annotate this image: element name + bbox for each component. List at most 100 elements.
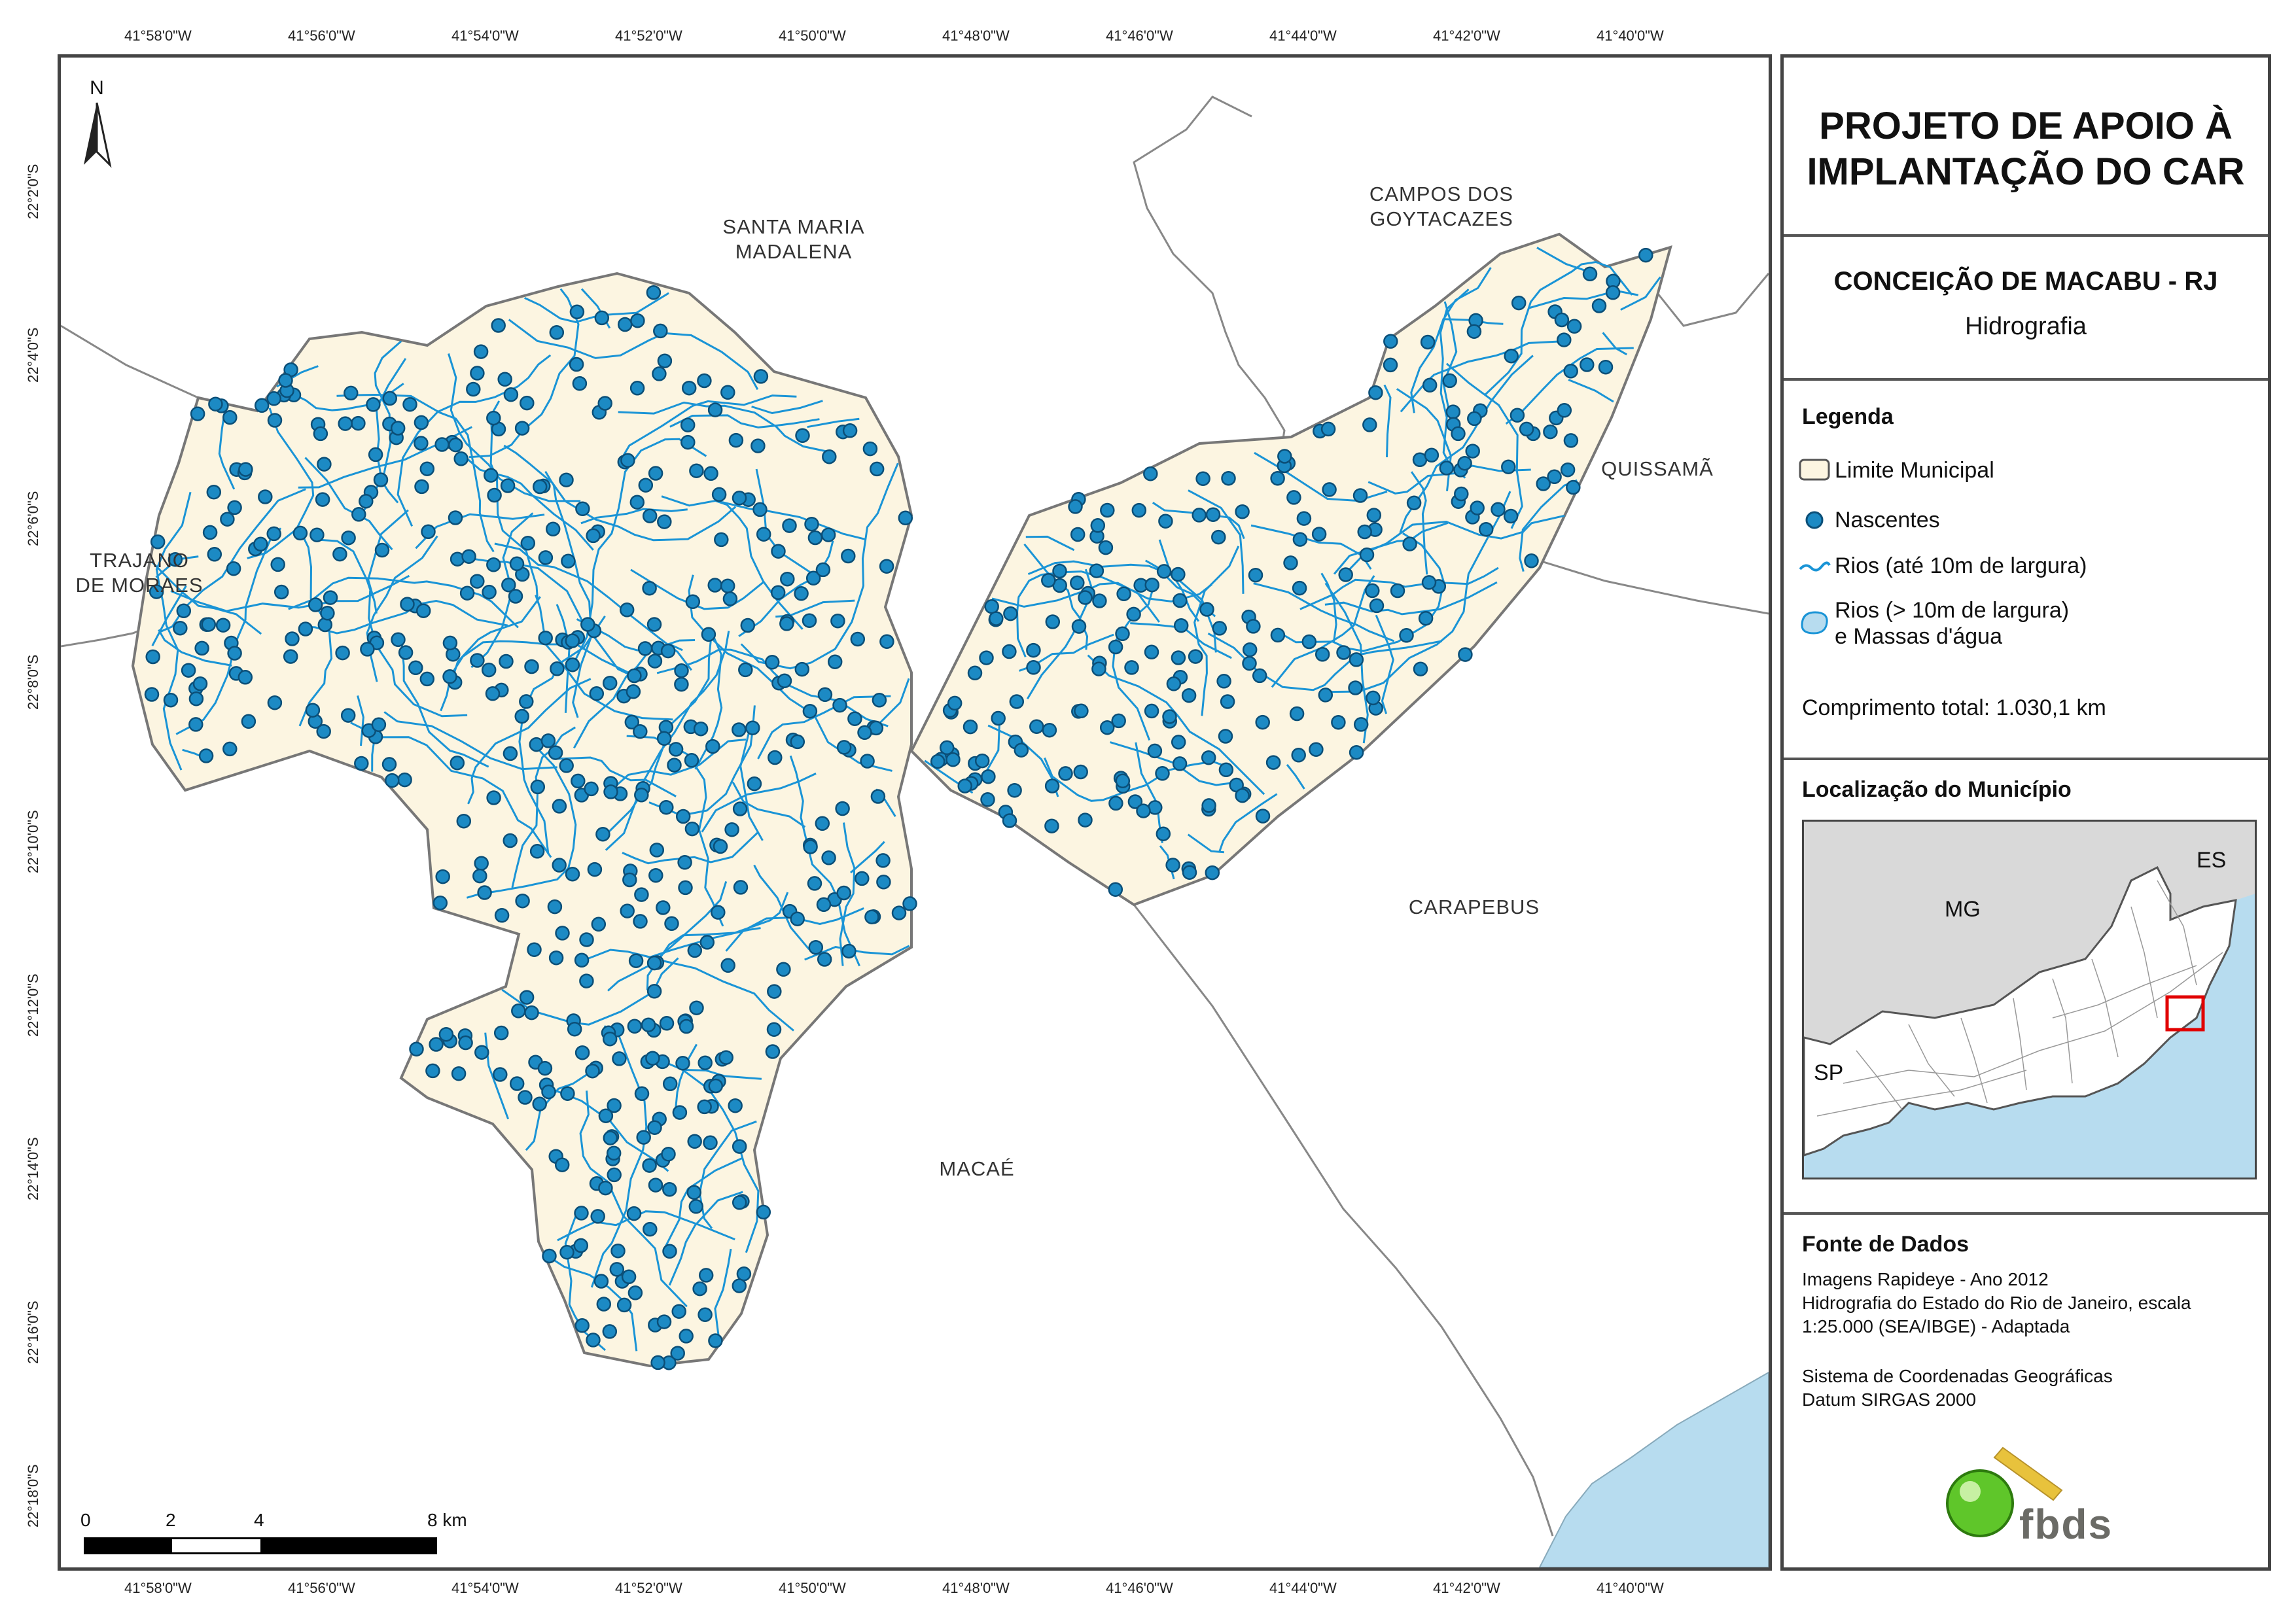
- river-segment: [674, 1043, 698, 1115]
- spring-point: [687, 1134, 702, 1149]
- map-canvas[interactable]: [61, 58, 1769, 1567]
- spring-point: [1003, 606, 1018, 621]
- spring-point: [548, 950, 564, 966]
- spring-point: [657, 514, 672, 529]
- sources-heading: Fonte de Dados: [1802, 1232, 1969, 1257]
- spring-point: [595, 826, 610, 842]
- spring-point: [674, 676, 689, 692]
- spring-point: [1638, 247, 1653, 263]
- spring-point: [598, 1180, 613, 1196]
- spring-point: [703, 1135, 718, 1151]
- spring-point: [227, 500, 242, 515]
- spring-point: [698, 1307, 713, 1322]
- longitude-tick-label: 41°46'0"W: [1106, 1580, 1173, 1596]
- spring-point: [939, 740, 955, 756]
- spring-point: [728, 1098, 743, 1113]
- spring-point: [664, 916, 679, 932]
- spring-point: [603, 784, 618, 799]
- river-segment: [1271, 575, 1375, 688]
- river-segment: [1158, 539, 1200, 622]
- spring-point: [687, 943, 703, 958]
- spring-point: [565, 657, 580, 672]
- spring-point: [817, 952, 832, 967]
- spring-point: [947, 695, 963, 711]
- spring-point: [511, 1003, 526, 1019]
- north-label: N: [90, 77, 104, 99]
- spring-point: [305, 703, 321, 718]
- spring-point: [807, 530, 823, 546]
- map-frame: SANTA MARIA MADALENA CAMPOS DOS GOYTACAZES…: [58, 54, 1772, 1571]
- spring-point: [351, 507, 366, 522]
- spring-point: [1465, 444, 1480, 459]
- spring-point: [1457, 455, 1472, 471]
- spring-point: [381, 757, 397, 772]
- spring-point: [1359, 547, 1375, 563]
- spring-point: [574, 952, 590, 968]
- spring-point: [374, 542, 390, 558]
- spring-point: [541, 1084, 556, 1100]
- spring-point: [414, 479, 429, 495]
- spring-point: [1068, 499, 1083, 514]
- spring-point: [530, 779, 546, 795]
- river-segment: [158, 488, 306, 633]
- spring-point: [1478, 521, 1494, 537]
- north-arrow: N: [74, 77, 120, 175]
- spring-point: [660, 643, 676, 659]
- spring-point: [740, 618, 756, 633]
- spring-point: [607, 1098, 622, 1113]
- spring-point: [572, 375, 588, 391]
- spring-point: [685, 594, 701, 610]
- river-segment: [298, 532, 333, 727]
- spring-point: [1390, 583, 1405, 599]
- river-segment: [570, 438, 707, 669]
- spring-point: [841, 943, 857, 959]
- spring-point: [609, 1262, 625, 1277]
- spring-point: [686, 1185, 702, 1200]
- spring-point: [790, 911, 805, 926]
- spring-point: [567, 1021, 582, 1037]
- spring-point: [494, 908, 510, 923]
- spring-point: [637, 641, 653, 656]
- spring-point: [198, 748, 214, 763]
- river-segment: [1324, 581, 1498, 616]
- latitude-tick-label: 22°2'0"S: [25, 164, 41, 219]
- spring-point: [309, 527, 325, 542]
- spring-point: [1147, 743, 1163, 759]
- spring-point: [718, 1050, 733, 1065]
- sources-line: Hidrografia do Estado do Rio de Janeiro,…: [1802, 1293, 2191, 1313]
- spring-point: [569, 357, 584, 372]
- spring-point: [292, 525, 308, 541]
- label-trajano-de-moraes: TRAJANO DE MORAES: [75, 549, 203, 597]
- spring-point: [657, 353, 673, 368]
- river-segment: [739, 729, 764, 841]
- spring-point: [1192, 508, 1207, 523]
- spring-point: [1451, 426, 1466, 442]
- spring-point: [537, 1060, 553, 1076]
- separator: [1784, 758, 2268, 760]
- spring-point: [538, 630, 553, 646]
- spring-point: [703, 466, 718, 481]
- spring-point: [980, 792, 995, 807]
- spring-point: [1242, 655, 1257, 671]
- separator: [1784, 234, 2268, 237]
- spring-point: [1605, 285, 1621, 300]
- spring-point: [830, 613, 845, 629]
- spring-point: [689, 463, 704, 478]
- spring-point: [481, 662, 497, 678]
- latitude-tick-label: 22°4'0"S: [25, 327, 41, 383]
- spring-point: [641, 1017, 656, 1032]
- spring-point: [675, 1056, 690, 1071]
- spring-point: [552, 799, 567, 814]
- spring-point: [163, 692, 179, 708]
- spring-point: [442, 635, 458, 651]
- spring-point: [1466, 324, 1482, 339]
- spring-point: [486, 790, 501, 805]
- spring-point: [764, 655, 780, 670]
- spring-point: [705, 739, 720, 754]
- spring-point: [1058, 766, 1073, 781]
- spring-point: [574, 1206, 589, 1221]
- spring-point: [554, 1157, 570, 1172]
- spring-point: [981, 769, 996, 784]
- spring-point: [278, 373, 293, 388]
- separator: [1784, 378, 2268, 381]
